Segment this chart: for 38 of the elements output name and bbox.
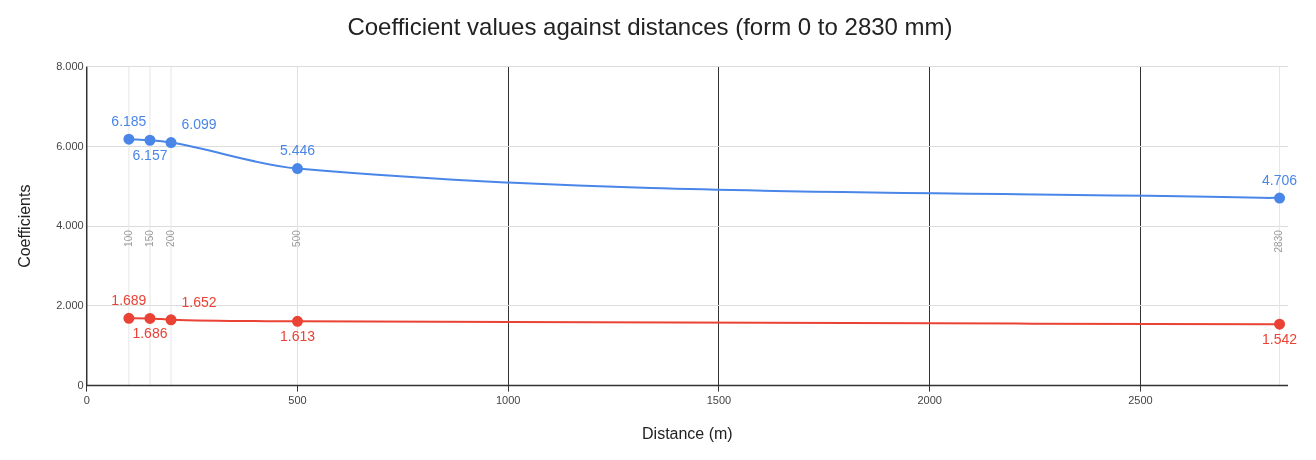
data-label: 1.689: [111, 292, 147, 309]
y-tick-label: 4.000: [56, 219, 84, 232]
point: [165, 314, 177, 326]
ref-line-label: 150: [143, 229, 155, 247]
data-label: 1.652: [181, 293, 217, 310]
point: [144, 312, 156, 324]
data-label: 5.446: [279, 142, 316, 159]
ref-line-label: 500: [291, 229, 303, 247]
data-label: 4.706: [1262, 171, 1298, 188]
point: [1274, 192, 1286, 204]
x-tick-label: 2500: [1128, 394, 1153, 407]
point: [165, 137, 177, 149]
x-tick-label: 1500: [706, 394, 732, 407]
data-label: 6.099: [181, 116, 217, 133]
y-axis-title: Coefficients: [16, 184, 34, 268]
point: [1274, 318, 1286, 330]
point: [123, 312, 135, 324]
x-tick-label: 1000: [495, 394, 521, 407]
x-tick-label: 500: [288, 394, 307, 407]
y-tick-label: 8.000: [56, 59, 84, 72]
x-tick-label: 2000: [917, 394, 942, 407]
y-tick-label: 6.000: [56, 139, 84, 152]
point: [291, 315, 303, 327]
data-label: 1.686: [132, 325, 168, 342]
data-label: 6.157: [132, 147, 168, 164]
point: [144, 134, 156, 146]
chart-title: Coefficient values against distances (form 0 to 2830 mm): [347, 13, 953, 41]
ref-line-label: 2830: [1273, 229, 1285, 253]
ref-line-label: 200: [164, 229, 176, 247]
x-axis-title: Distance (m): [642, 424, 733, 442]
data-label: 1.542: [1262, 331, 1298, 348]
y-tick-label: 0: [77, 378, 84, 391]
data-label: 1.613: [279, 328, 316, 345]
data-label: 6.185: [111, 112, 147, 129]
point: [123, 133, 135, 145]
point: [291, 163, 303, 175]
ref-line-label: 100: [122, 229, 134, 247]
y-tick-label: 2.000: [56, 298, 84, 311]
